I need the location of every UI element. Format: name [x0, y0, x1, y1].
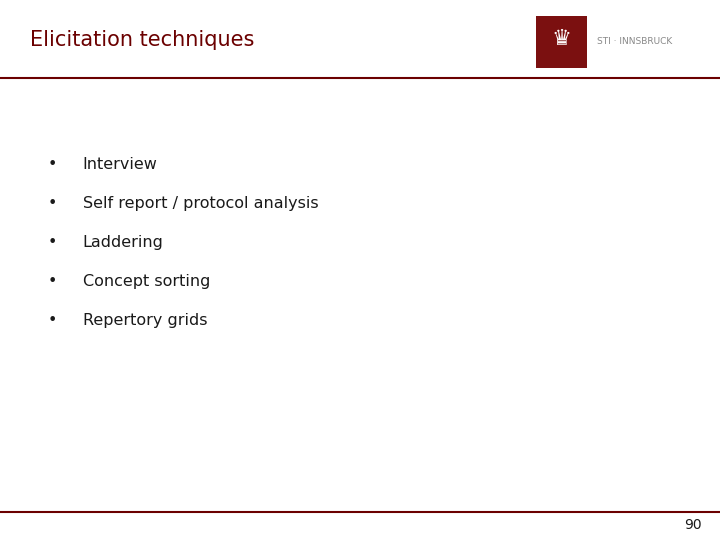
Text: 90: 90 [685, 518, 702, 532]
Text: •: • [48, 274, 58, 289]
Text: •: • [48, 196, 58, 211]
Text: Elicitation techniques: Elicitation techniques [30, 30, 255, 51]
Text: Repertory grids: Repertory grids [83, 313, 207, 328]
Text: STI · INNSBRUCK: STI · INNSBRUCK [597, 37, 672, 46]
Text: Self report / protocol analysis: Self report / protocol analysis [83, 196, 318, 211]
Text: Interview: Interview [83, 157, 158, 172]
Text: •: • [48, 157, 58, 172]
Text: ♛: ♛ [552, 29, 572, 49]
Text: Laddering: Laddering [83, 235, 163, 250]
Bar [536, 16, 587, 68]
Text: •: • [48, 235, 58, 250]
Text: Concept sorting: Concept sorting [83, 274, 210, 289]
Text: •: • [48, 313, 58, 328]
